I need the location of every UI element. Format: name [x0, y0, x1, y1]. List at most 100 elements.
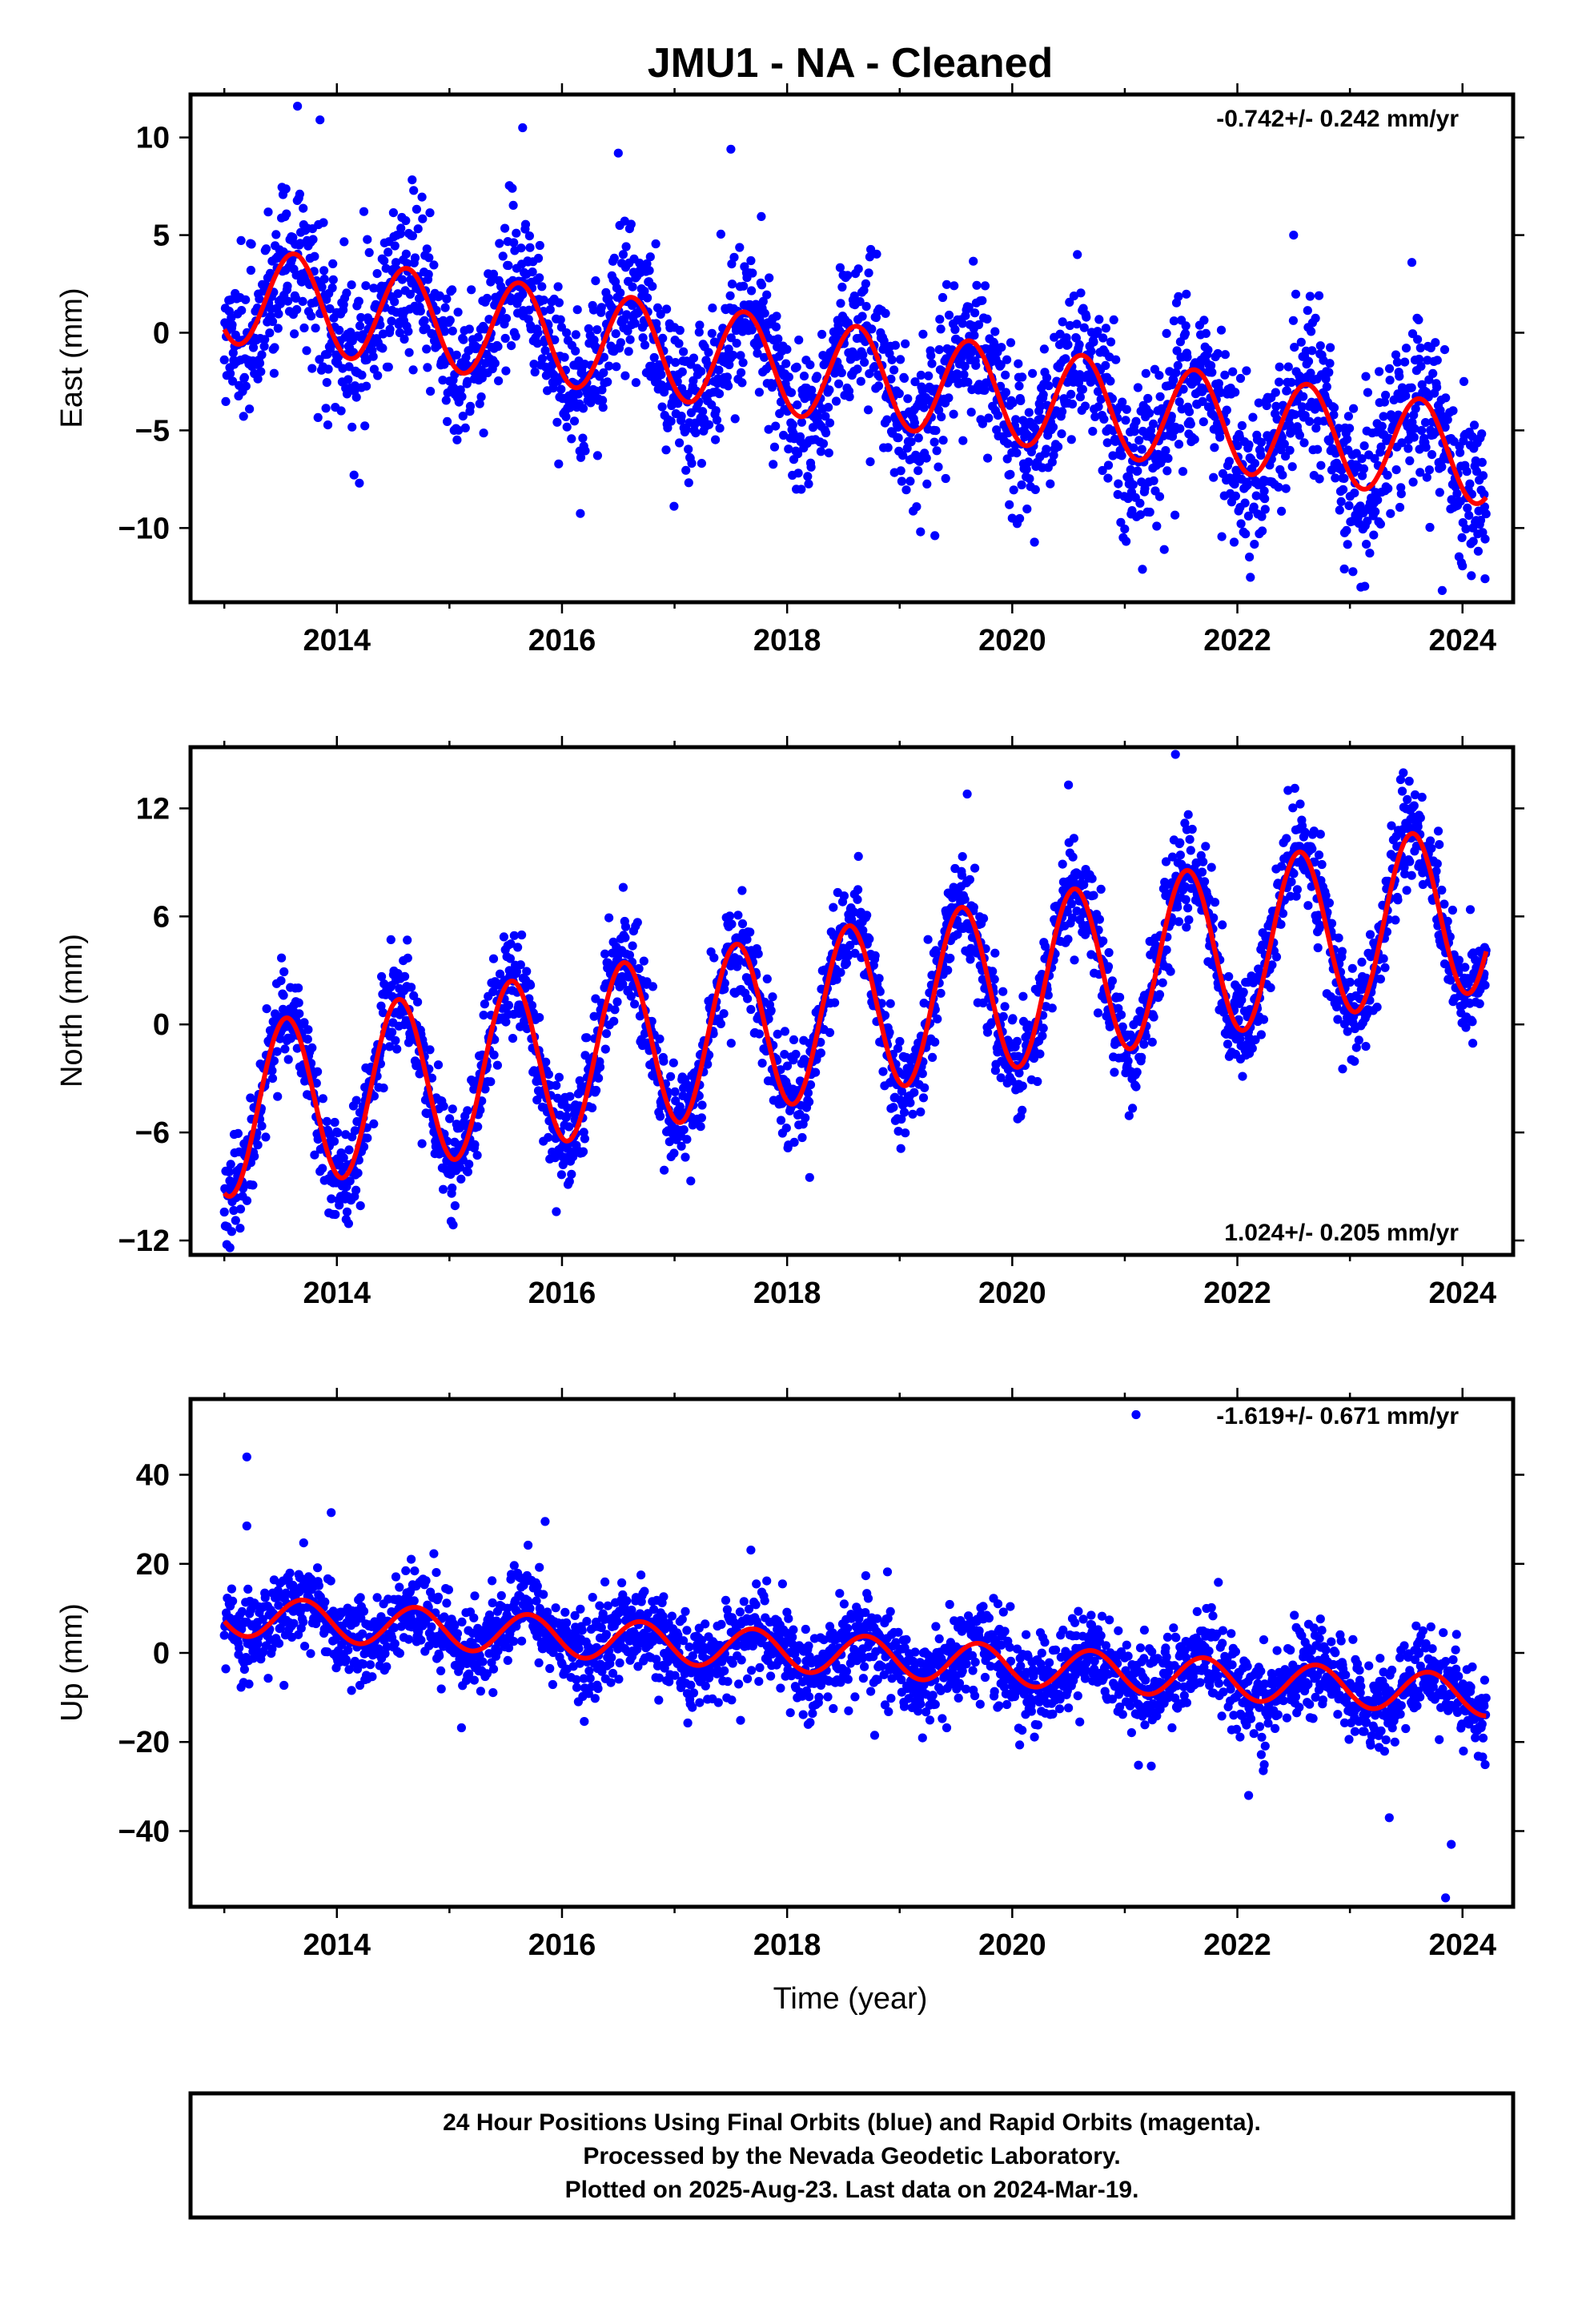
data-point	[805, 1097, 814, 1107]
data-point	[346, 328, 355, 337]
data-point	[681, 1152, 690, 1162]
data-point	[746, 255, 756, 266]
data-point	[1022, 464, 1031, 474]
data-point	[1272, 414, 1282, 424]
data-point	[516, 960, 525, 970]
data-point	[616, 338, 626, 348]
data-point	[1360, 581, 1370, 591]
data-point	[853, 895, 862, 904]
data-point	[788, 420, 797, 430]
data-point	[1277, 506, 1287, 517]
data-point	[1295, 799, 1305, 809]
data-point	[596, 303, 606, 312]
data-point	[651, 239, 661, 249]
data-point	[970, 308, 980, 318]
data-point	[792, 362, 801, 372]
data-point	[1357, 454, 1367, 464]
data-point	[464, 1160, 474, 1169]
data-point	[1116, 1010, 1126, 1019]
data-point	[1175, 424, 1185, 433]
data-point	[1006, 469, 1015, 479]
data-point	[1425, 522, 1435, 533]
data-point	[1011, 415, 1021, 424]
data-point	[709, 1029, 718, 1039]
data-point	[255, 358, 265, 368]
data-point	[1319, 416, 1329, 426]
data-point	[1287, 462, 1297, 472]
data-point	[448, 285, 457, 295]
data-point	[648, 982, 658, 991]
data-point	[598, 403, 608, 412]
data-point	[709, 953, 719, 963]
data-point	[1228, 367, 1238, 376]
data-point	[1094, 315, 1104, 324]
data-point	[918, 1093, 929, 1103]
data-point	[773, 334, 783, 344]
data-point	[1391, 350, 1401, 360]
data-point	[1118, 397, 1127, 407]
data-point	[1237, 420, 1247, 431]
data-point	[726, 333, 736, 343]
data-point	[582, 1033, 592, 1043]
data-point	[1386, 509, 1395, 518]
data-point	[1170, 510, 1180, 520]
data-point	[572, 305, 582, 315]
data-point	[738, 358, 748, 368]
data-point	[889, 365, 899, 375]
data-point	[1365, 930, 1375, 939]
data-point	[853, 264, 863, 274]
data-point	[1121, 416, 1130, 425]
data-point	[983, 1027, 993, 1037]
data-point	[874, 974, 884, 983]
data-point	[592, 1085, 601, 1096]
data-point	[556, 315, 565, 324]
data-point	[906, 437, 916, 447]
data-point	[1462, 467, 1472, 476]
data-point	[391, 258, 401, 267]
data-point	[1238, 1072, 1247, 1081]
data-point	[1022, 505, 1032, 514]
data-point	[811, 1068, 821, 1077]
data-point	[400, 334, 409, 344]
data-point	[836, 967, 845, 977]
data-point	[1003, 439, 1013, 448]
data-point	[794, 336, 804, 345]
data-point	[1210, 412, 1220, 421]
data-point	[1383, 484, 1393, 493]
data-point	[1174, 917, 1184, 927]
data-point	[960, 361, 970, 371]
data-point	[1315, 474, 1324, 484]
data-point	[1182, 289, 1191, 299]
data-point	[552, 417, 562, 427]
data-point	[1379, 397, 1389, 407]
data-point	[677, 412, 686, 421]
data-point	[896, 466, 905, 476]
data-point	[1048, 422, 1058, 432]
data-point	[797, 1132, 807, 1143]
data-point	[1047, 457, 1057, 467]
data-point	[433, 1060, 444, 1070]
data-point	[1337, 947, 1347, 956]
data-point	[588, 305, 599, 315]
data-point	[681, 465, 691, 475]
data-point	[448, 1104, 457, 1114]
data-point	[377, 971, 387, 982]
data-point	[625, 335, 635, 344]
data-point	[916, 370, 926, 380]
data-point	[825, 1027, 835, 1037]
data-point	[1103, 962, 1114, 971]
data-point	[628, 282, 637, 292]
data-point	[694, 328, 704, 337]
data-point	[343, 375, 353, 384]
data-point	[980, 385, 990, 395]
data-point	[1405, 456, 1415, 466]
data-point	[545, 305, 555, 315]
data-point	[781, 359, 791, 368]
data-point	[729, 252, 739, 262]
data-point	[837, 368, 846, 378]
data-point	[978, 419, 987, 428]
data-point	[695, 320, 705, 330]
data-point	[1174, 397, 1184, 407]
data-point	[393, 289, 403, 299]
data-point	[996, 360, 1006, 370]
